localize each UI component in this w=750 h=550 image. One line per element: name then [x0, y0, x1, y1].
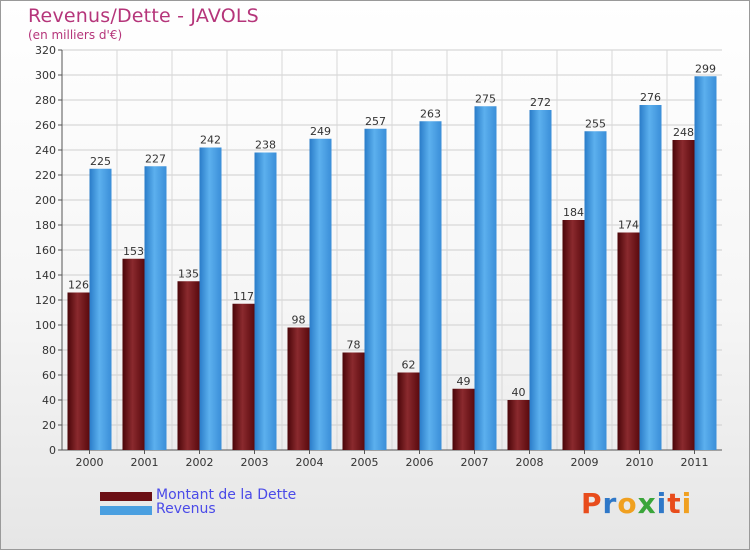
- bar-revenus: [419, 121, 442, 450]
- y-tick-label: 140: [35, 269, 56, 282]
- bar-dette: [672, 140, 695, 450]
- data-label: 299: [695, 62, 716, 75]
- chart-subtitle: (en milliers d'€): [28, 28, 123, 42]
- x-tick-label: 2008: [516, 456, 544, 469]
- bar-dette: [232, 303, 255, 450]
- data-label: 275: [475, 92, 496, 105]
- y-tick-label: 200: [35, 194, 56, 207]
- chart-title: Revenus/Dette - JAVOLS: [28, 5, 259, 27]
- bar-dette: [342, 352, 365, 450]
- bar-dette: [617, 232, 640, 450]
- data-label: 276: [640, 91, 661, 104]
- bar-dette: [122, 258, 145, 450]
- x-tick-label: 2010: [626, 456, 654, 469]
- bar-dette: [177, 281, 200, 450]
- bar-revenus: [529, 110, 552, 450]
- data-label: 249: [310, 125, 331, 138]
- bar-revenus: [144, 166, 167, 450]
- data-label: 49: [457, 375, 471, 388]
- y-tick-label: 180: [35, 219, 56, 232]
- bar-revenus: [694, 76, 717, 450]
- logo-letter: i: [656, 487, 668, 520]
- legend-swatch-revenus: [100, 506, 152, 515]
- bar-revenus: [474, 106, 497, 450]
- y-tick-labels: 0 20 40 60 80 100 120 140 160 180 200 220 240 260 280 3…: [35, 44, 56, 457]
- data-label: 257: [365, 115, 386, 128]
- logo-letter: i: [681, 487, 693, 520]
- y-tick-label: 100: [35, 319, 56, 332]
- data-label: 184: [563, 206, 584, 219]
- bar-revenus: [199, 147, 222, 450]
- y-tick-label: 220: [35, 169, 56, 182]
- x-tick-label: 2000: [76, 456, 104, 469]
- bar-dette: [507, 400, 530, 450]
- data-label: 263: [420, 107, 441, 120]
- bar-dette: [287, 327, 310, 450]
- data-label: 227: [145, 152, 166, 165]
- logo-letter: r: [602, 487, 618, 520]
- legend-label-dette: Montant de la Dette: [156, 487, 297, 503]
- x-tick-label: 2006: [406, 456, 434, 469]
- bar-revenus: [309, 138, 332, 450]
- logo-letter: x: [637, 487, 657, 520]
- data-label: 238: [255, 139, 276, 152]
- legend-label-revenus: Revenus: [156, 501, 216, 517]
- bar-revenus: [584, 131, 607, 450]
- y-tick-label: 300: [35, 69, 56, 82]
- logo-letter: t: [667, 487, 682, 520]
- data-label: 135: [178, 267, 199, 280]
- data-label: 62: [402, 359, 416, 372]
- logo-letter: P: [581, 487, 603, 520]
- x-tick-labels: 2000 2001 2002 2003 2004 2005 2006 2007 2008 2009…: [76, 456, 709, 469]
- logo-letter: o: [617, 487, 638, 520]
- bar-revenus: [639, 105, 662, 450]
- data-label: 242: [200, 134, 221, 147]
- data-label: 78: [347, 339, 361, 352]
- x-tick-label: 2004: [296, 456, 324, 469]
- x-tick-label: 2009: [571, 456, 599, 469]
- data-label: 98: [292, 314, 306, 327]
- axes: [58, 49, 722, 454]
- bar-revenus: [89, 168, 112, 450]
- y-tick-label: 60: [42, 369, 56, 382]
- x-tick-label: 2011: [681, 456, 709, 469]
- data-label: 153: [123, 245, 144, 258]
- y-tick-label: 260: [35, 119, 56, 132]
- y-tick-label: 240: [35, 144, 56, 157]
- data-label: 248: [673, 126, 694, 139]
- data-label: 126: [68, 279, 89, 292]
- data-label: 225: [90, 155, 111, 168]
- x-tick-label: 2007: [461, 456, 489, 469]
- data-label: 255: [585, 117, 606, 130]
- data-label: 174: [618, 219, 639, 232]
- y-tick-label: 280: [35, 94, 56, 107]
- bar-revenus: [364, 128, 387, 450]
- bar-dette: [562, 220, 585, 450]
- data-label: 117: [233, 290, 254, 303]
- y-tick-label: 20: [42, 419, 56, 432]
- y-tick-label: 40: [42, 394, 56, 407]
- x-tick-label: 2002: [186, 456, 214, 469]
- y-tick-label: 0: [49, 444, 56, 457]
- proxiti-logo: Proxiti: [581, 488, 692, 520]
- x-tick-label: 2003: [241, 456, 269, 469]
- bars: [67, 76, 717, 450]
- grid-lines: [62, 49, 722, 451]
- x-tick-label: 2005: [351, 456, 379, 469]
- x-tick-label: 2001: [131, 456, 159, 469]
- bar-dette: [397, 372, 420, 450]
- data-labels: 126 225 153 227 135 242 117 238 98 249 78 257 62 263 4…: [68, 62, 716, 399]
- data-label: 40: [512, 386, 526, 399]
- data-label: 272: [530, 96, 551, 109]
- bar-dette: [67, 292, 90, 450]
- y-tick-label: 160: [35, 244, 56, 257]
- y-tick-label: 80: [42, 344, 56, 357]
- legend-swatch-dette: [100, 492, 152, 501]
- y-tick-label: 120: [35, 294, 56, 307]
- y-tick-label: 320: [35, 44, 56, 57]
- bar-revenus: [254, 152, 277, 450]
- bar-dette: [452, 388, 475, 450]
